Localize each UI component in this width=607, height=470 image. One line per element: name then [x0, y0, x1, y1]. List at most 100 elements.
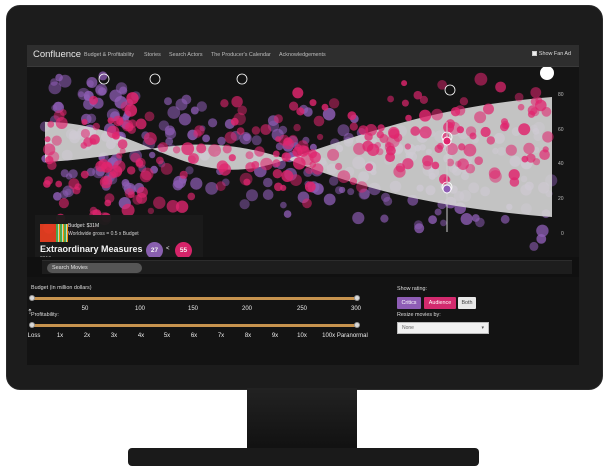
audience-bubble[interactable] [290, 174, 302, 186]
audience-bubble[interactable] [236, 127, 245, 135]
audience-bubble[interactable] [220, 99, 229, 108]
critic-bubble[interactable] [440, 219, 447, 227]
audience-bubble[interactable] [495, 81, 506, 93]
audience-bubble[interactable] [153, 196, 166, 209]
checkbox-icon[interactable] [531, 51, 537, 56]
audience-bubble[interactable] [147, 207, 155, 215]
audience-bubble[interactable] [296, 107, 305, 116]
critic-bubble[interactable] [68, 169, 78, 179]
audience-bubble[interactable] [124, 104, 138, 117]
critic-bubble[interactable] [196, 101, 207, 112]
audience-bubble[interactable] [251, 126, 261, 135]
audience-bubble[interactable] [254, 146, 265, 157]
audience-bubble[interactable] [83, 137, 93, 147]
audience-bubble[interactable] [80, 170, 89, 179]
audience-bubble[interactable] [313, 115, 325, 127]
audience-bubble[interactable] [136, 192, 148, 204]
audience-bubble[interactable] [413, 90, 423, 100]
critic-bubble[interactable] [122, 181, 131, 191]
audience-bubble[interactable] [480, 126, 491, 138]
audience-bubble[interactable] [458, 143, 466, 151]
audience-bubble[interactable] [55, 117, 68, 129]
critic-bubble[interactable] [86, 77, 98, 88]
audience-bubble[interactable] [509, 177, 520, 187]
audience-bubble[interactable] [260, 124, 272, 135]
audience-bubble[interactable] [530, 107, 540, 117]
show-fan-ad-toggle[interactable]: Show Fan Ad [531, 51, 571, 57]
audience-bubble[interactable] [379, 134, 389, 143]
audience-bubble[interactable] [292, 87, 304, 99]
critic-bubble[interactable] [149, 151, 156, 159]
audience-bubble[interactable] [459, 97, 469, 106]
audience-bubble[interactable] [245, 151, 254, 160]
audience-bubble[interactable] [434, 144, 443, 153]
critic-bubble[interactable] [202, 134, 211, 143]
critic-bubble[interactable] [303, 167, 313, 177]
audience-bubble[interactable] [113, 166, 123, 176]
movie-bubble-chart[interactable]: 80 60 40 20 0 Budget: $31M Worldwide gro… [27, 67, 579, 257]
outlined-bubble[interactable] [444, 84, 456, 96]
audience-bubble[interactable] [44, 176, 53, 185]
highlight-bubble[interactable] [540, 67, 554, 80]
critic-bubble[interactable] [383, 196, 393, 206]
audience-bubble[interactable] [228, 154, 236, 162]
critic-bubble[interactable] [95, 83, 108, 96]
audience-bubble[interactable] [43, 143, 56, 156]
outlined-bubble[interactable] [149, 73, 161, 85]
audience-bubble[interactable] [101, 177, 109, 186]
audience-bubble[interactable] [388, 126, 400, 139]
audience-bubble[interactable] [281, 152, 291, 162]
audience-bubble[interactable] [305, 165, 314, 175]
audience-bubble[interactable] [292, 146, 303, 158]
audience-bubble[interactable] [446, 158, 455, 167]
audience-bubble[interactable] [175, 200, 189, 213]
audience-bubble[interactable] [312, 163, 324, 175]
audience-bubble[interactable] [121, 203, 135, 217]
audience-bubble[interactable] [126, 92, 139, 105]
critic-bubble[interactable] [239, 132, 252, 145]
critic-bubble[interactable] [185, 166, 194, 175]
critic-bubble[interactable] [167, 106, 181, 119]
audience-bubble[interactable] [501, 120, 510, 129]
audience-bubble[interactable] [89, 206, 98, 215]
audience-bubble[interactable] [364, 132, 373, 141]
critic-bubble[interactable] [65, 188, 72, 196]
audience-bubble[interactable] [107, 117, 114, 124]
audience-bubble[interactable] [127, 166, 136, 175]
critic-bubble[interactable] [380, 214, 389, 223]
audience-bubble[interactable] [393, 165, 406, 178]
audience-bubble[interactable] [358, 125, 369, 135]
critic-bubble[interactable] [303, 107, 313, 117]
search-movies-input[interactable] [47, 263, 142, 273]
audience-bubble[interactable] [166, 200, 180, 213]
audience-bubble[interactable] [128, 191, 135, 198]
audience-bubble[interactable] [327, 148, 340, 161]
profitability-slider-max-handle[interactable] [354, 322, 360, 328]
audience-bubble[interactable] [431, 161, 440, 170]
audience-bubble[interactable] [445, 143, 458, 155]
audience-bubble[interactable] [317, 133, 324, 141]
audience-bubble[interactable] [353, 142, 366, 155]
audience-bubble[interactable] [474, 156, 484, 165]
outlined-bubble[interactable] [236, 73, 248, 85]
critic-bubble[interactable] [239, 199, 250, 210]
resize-movies-select[interactable]: None ▾ [397, 322, 489, 334]
budget-slider-min-handle[interactable] [29, 295, 35, 301]
audience-bubble[interactable] [208, 144, 222, 157]
audience-bubble[interactable] [44, 136, 51, 143]
critic-bubble[interactable] [262, 189, 274, 200]
critic-bubble[interactable] [119, 86, 128, 95]
audience-bubble[interactable] [243, 178, 251, 186]
critic-bubble[interactable] [53, 192, 62, 201]
nav-producers-calendar[interactable]: The Producer's Calendar [211, 52, 271, 58]
audience-bubble[interactable] [402, 158, 414, 170]
rating-audience-button[interactable]: Audience [424, 297, 456, 309]
audience-bubble[interactable] [135, 118, 147, 130]
rating-critics-button[interactable]: Critics [397, 297, 421, 309]
audience-bubble[interactable] [469, 132, 477, 140]
audience-bubble[interactable] [51, 135, 62, 146]
audience-bubble[interactable] [179, 170, 188, 179]
critic-bubble[interactable] [309, 143, 317, 151]
audience-bubble[interactable] [251, 161, 260, 169]
audience-bubble[interactable] [233, 112, 246, 126]
